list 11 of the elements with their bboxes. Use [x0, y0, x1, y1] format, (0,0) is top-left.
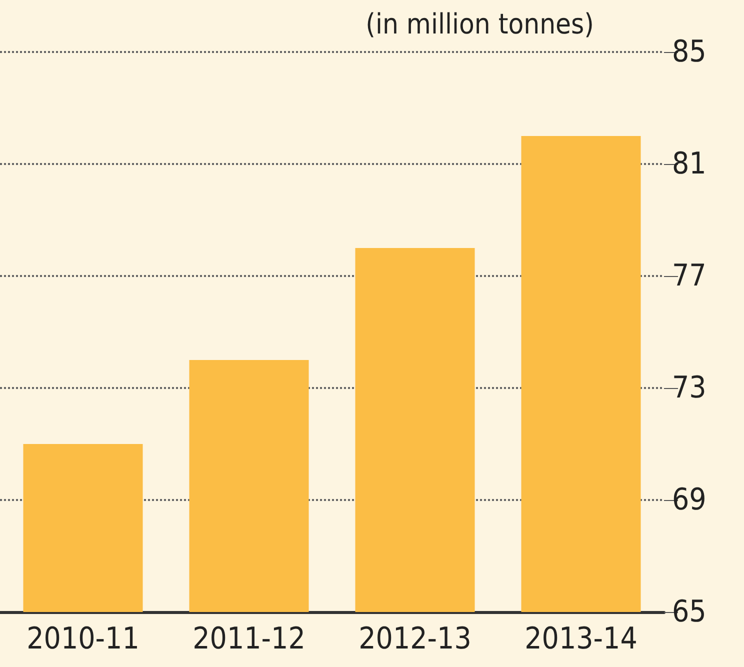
x-tick-label: 2011-12 — [192, 622, 306, 656]
y-tick-label: 65 — [672, 594, 706, 630]
y-tick-label: 73 — [672, 370, 706, 406]
y-tick-label: 69 — [672, 482, 706, 518]
y-tick-label: 85 — [672, 34, 706, 70]
y-tick-label: 77 — [672, 258, 706, 294]
x-tick-label: 2013-14 — [524, 622, 638, 656]
y-tick-label: 81 — [672, 146, 706, 182]
y-axis-title: (in million tonnes) — [366, 8, 594, 40]
x-tick-label: 2010-11 — [26, 622, 140, 656]
x-tick-label: 2012-13 — [358, 622, 472, 656]
